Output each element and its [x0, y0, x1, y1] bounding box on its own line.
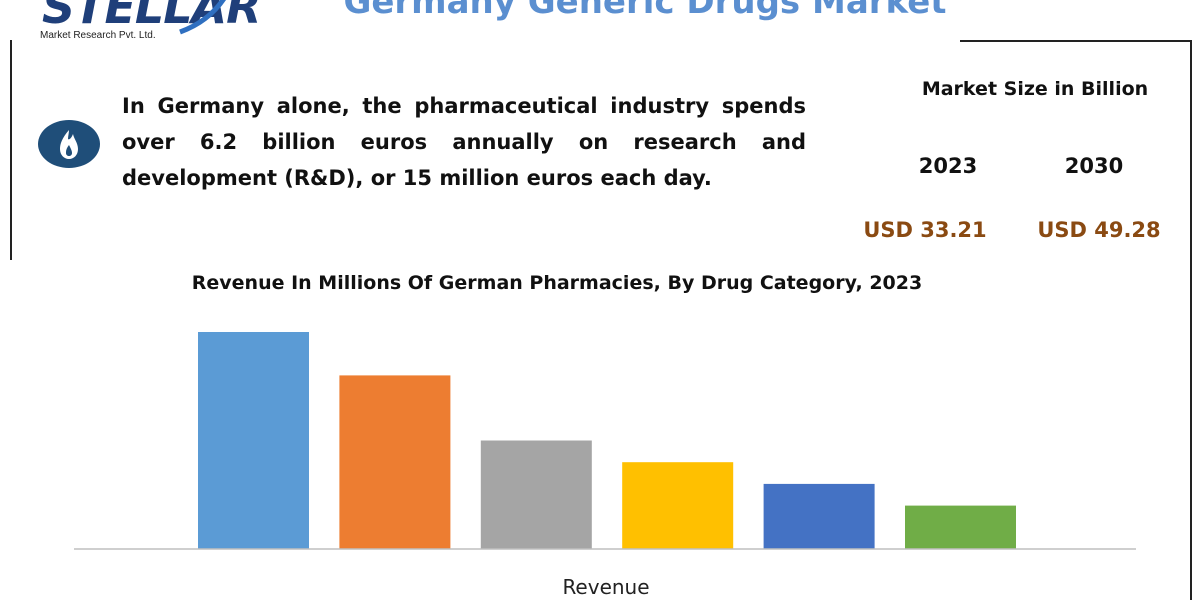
market-size-value-2030: USD 49.28 — [1037, 218, 1161, 242]
market-size-year-2023: 2023 — [918, 154, 978, 178]
bar-6 — [905, 505, 1016, 549]
frame-line-left — [10, 40, 12, 260]
logo-arrow-icon — [179, 0, 226, 35]
fact-badge — [38, 120, 100, 168]
bar-group — [198, 332, 1016, 549]
market-size-title: Market Size in Billion — [921, 78, 1149, 100]
frame-line-top-right — [960, 40, 1192, 42]
bar-5 — [763, 483, 875, 549]
page-title: Germany Generic Drugs Market — [343, 0, 947, 22]
bar-4 — [622, 462, 734, 549]
frame-line-right — [1190, 40, 1192, 600]
bar-2 — [339, 375, 451, 549]
fact-text: In Germany alone, the pharmaceutical ind… — [122, 94, 806, 190]
chart-title: Revenue In Millions Of German Pharmacies… — [191, 272, 923, 294]
x-axis-label: Revenue — [562, 575, 649, 599]
market-size-year-2030: 2030 — [1064, 154, 1124, 178]
market-size-value-2023: USD 33.21 — [863, 218, 987, 242]
bar-3 — [480, 440, 592, 549]
logo-subtitle: Market Research Pvt. Ltd. — [40, 30, 156, 41]
revenue-bar-chart: Revenue — [74, 332, 1136, 599]
stellar-logo: STELLAR Market Research Pvt. Ltd. — [22, 0, 262, 60]
bar-1 — [198, 332, 309, 549]
flame-icon — [60, 130, 78, 159]
logo-wordmark: STELLAR — [42, 0, 262, 34]
